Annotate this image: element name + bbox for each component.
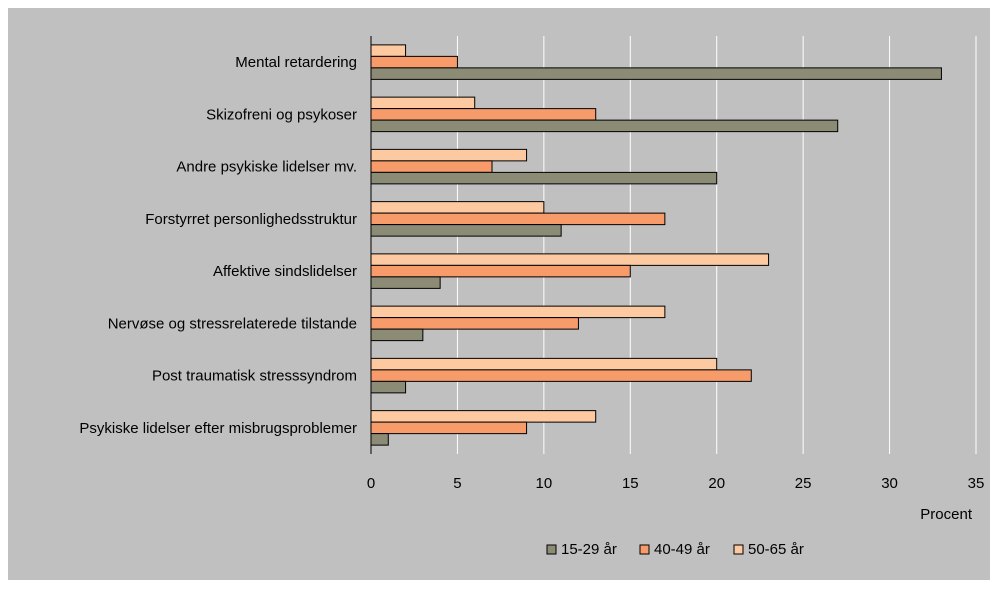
category-label: Andre psykiske lidelser mv. <box>176 159 357 176</box>
x-tick-label: 20 <box>708 475 725 492</box>
legend-swatch <box>639 544 650 555</box>
bar <box>370 119 839 133</box>
bar <box>370 305 666 319</box>
bar <box>370 44 407 57</box>
x-tick-label: 15 <box>622 475 639 492</box>
legend: 15-29 år 40-49 år 50-65 år <box>546 541 804 558</box>
bars <box>370 44 942 446</box>
gridlines <box>370 36 977 454</box>
x-tick-labels: 0 5 10 15 20 25 30 35 <box>367 475 985 492</box>
bar <box>370 369 752 382</box>
bar <box>370 380 407 394</box>
bar <box>370 433 389 446</box>
x-tick-label: 35 <box>968 475 985 492</box>
legend-swatch <box>733 544 744 555</box>
bar <box>370 264 631 278</box>
bar <box>370 171 718 185</box>
x-tick-label: 10 <box>536 475 553 492</box>
bar <box>370 276 441 289</box>
bar <box>370 201 545 214</box>
bar <box>370 148 528 162</box>
bar <box>370 410 597 423</box>
legend-label: 15-29 år <box>561 541 617 558</box>
x-tick-label: 25 <box>795 475 812 492</box>
category-label: Nervøse og stressrelaterede tilstande <box>108 315 357 332</box>
x-tick-label: 0 <box>367 475 375 492</box>
bar <box>370 108 597 121</box>
bar <box>370 212 666 226</box>
category-label: Forstyrret personlighedsstruktur <box>145 211 357 228</box>
bar <box>370 317 579 330</box>
bar <box>370 96 476 110</box>
chart-background <box>8 8 990 580</box>
x-tick-label: 5 <box>453 475 461 492</box>
legend-label: 50-65 år <box>748 541 804 558</box>
category-label: Post traumatisk stresssyndrom <box>152 368 357 385</box>
bar <box>370 224 562 237</box>
category-label: Psykiske lidelser efter misbrugsprobleme… <box>79 420 357 437</box>
bar <box>370 421 528 435</box>
bar <box>370 160 493 173</box>
category-label: Mental retardering <box>235 54 357 71</box>
bar <box>370 357 718 371</box>
legend-label: 40-49 år <box>654 541 710 558</box>
bar <box>370 328 424 342</box>
x-tick-label: 30 <box>881 475 898 492</box>
bar <box>370 253 770 266</box>
legend-swatch <box>546 544 557 555</box>
category-label: Skizofreni og psykoser <box>206 106 357 123</box>
category-labels: Mental retardering Skizofreni og psykoser… <box>79 54 357 437</box>
bar <box>370 55 458 69</box>
category-label: Affektive sindslidelser <box>213 263 357 280</box>
bar <box>370 67 942 80</box>
x-axis-title: Procent <box>920 506 973 523</box>
